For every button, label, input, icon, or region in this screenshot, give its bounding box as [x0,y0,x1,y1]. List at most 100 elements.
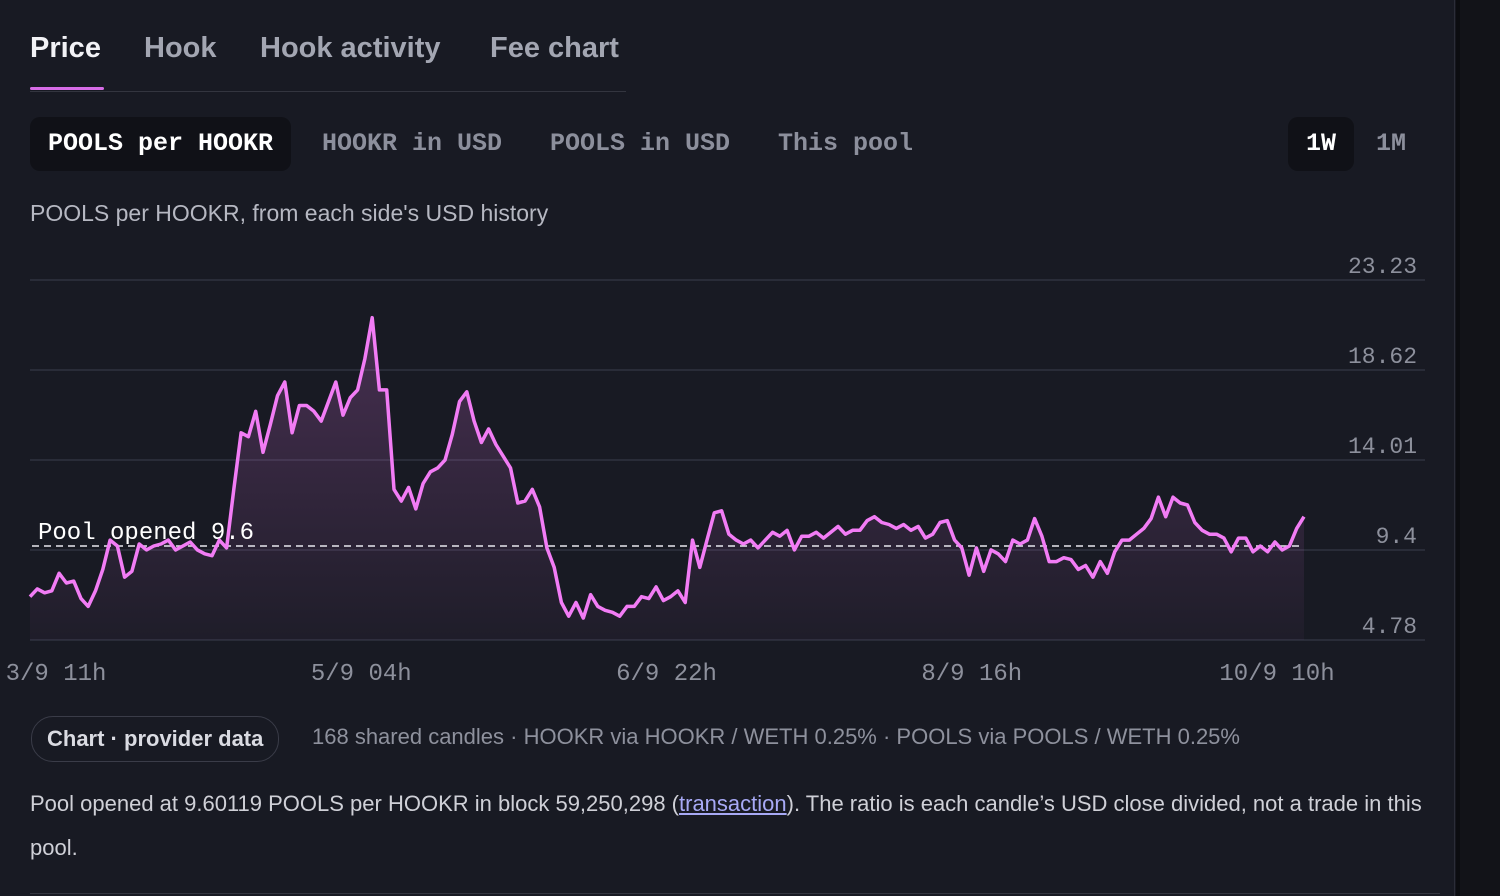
data-point [94,589,98,593]
data-point [1229,550,1233,554]
data-point [1273,540,1277,544]
data-point [661,599,665,603]
tab-hook[interactable]: Hook [144,32,217,64]
series-line [28,315,1306,620]
chart-subtitle: POOLS per HOOKR, from each side's USD hi… [30,200,549,226]
data-point [916,524,920,528]
mode-this-pool[interactable]: This pool [778,129,914,158]
data-point [552,565,556,569]
data-point [873,515,877,519]
data-point [195,548,199,552]
data-point [1142,526,1146,530]
data-point [640,595,644,599]
data-point [974,546,978,550]
data-point [727,532,731,536]
mode-pools-in-usd[interactable]: POOLS in USD [550,129,731,158]
data-point [603,608,607,612]
data-point [1251,550,1255,554]
y-tick-label: 14.01 [1348,434,1417,460]
data-point [494,443,498,447]
x-tick-label: 10/9 10h [1219,661,1334,688]
data-point [319,419,323,423]
data-point [479,441,483,445]
data-point [174,548,178,552]
data-point [225,546,229,550]
data-point [683,601,687,605]
mode-hookr-in-usd[interactable]: HOOKR in USD [322,129,503,158]
data-point [1266,550,1270,554]
tab-hook-activity[interactable]: Hook activity [260,32,441,64]
data-point [567,614,571,618]
data-point [443,458,447,462]
data-point [632,604,636,608]
chart-source-badge[interactable]: Chart · provider data [31,716,280,762]
range-1m[interactable]: 1M [1376,129,1407,158]
data-point [159,542,163,546]
data-point [377,388,381,392]
data-point [130,569,134,573]
data-point [356,388,360,392]
data-point [1011,538,1015,542]
data-point [741,542,745,546]
data-point [771,530,775,534]
range-1w[interactable]: 1W [1288,117,1355,171]
data-point [807,534,811,538]
data-point [363,357,367,361]
data-point [596,604,600,608]
data-point [902,523,906,527]
data-point [1207,532,1211,536]
data-point [217,538,221,542]
divider [30,893,1440,894]
data-point [123,575,127,579]
data-point [1105,571,1109,575]
data-point [407,485,411,489]
data-point [115,544,119,548]
data-point [530,487,534,491]
data-point [1222,536,1226,540]
data-point [392,487,396,491]
chart-source-meta: 168 shared candles · HOOKR via HOOKR / W… [312,724,1240,749]
data-point [996,552,1000,556]
data-point [101,567,105,571]
data-point [297,404,301,408]
mode-pools-per-hookr[interactable]: POOLS per HOOKR [30,117,292,171]
data-point [203,552,207,556]
data-point [829,530,833,534]
tab-bar: Price Hook Hook activity Fee chart [30,24,626,92]
data-point [108,538,112,542]
data-point [290,431,294,435]
scrollbar-track[interactable] [1456,0,1500,896]
data-point [458,400,462,404]
data-point [858,528,862,532]
tab-fee-chart[interactable]: Fee chart [490,32,619,64]
x-tick-label: 8/9 16h [921,661,1022,688]
data-point [523,499,527,503]
data-point [749,538,753,542]
data-point [712,511,716,515]
data-point [232,487,236,491]
data-point [734,538,738,542]
data-point [763,538,767,542]
data-point [276,394,280,398]
data-point [1069,558,1073,562]
data-point [312,409,316,413]
data-point [953,538,957,542]
data-point [1215,532,1219,536]
data-point [691,538,695,542]
tab-price[interactable]: Price [30,32,101,64]
data-point [909,528,913,532]
transaction-link[interactable]: transaction [679,791,787,816]
data-point [581,616,585,620]
data-point [1244,536,1248,540]
data-point [1295,526,1299,530]
data-point [283,380,287,384]
data-point [894,526,898,530]
data-point [1171,495,1175,499]
data-point [436,466,440,470]
data-point [1113,550,1117,554]
data-point [64,581,68,585]
data-point [1258,544,1262,548]
data-point [814,530,818,534]
data-point [756,546,760,550]
data-point [348,396,352,400]
